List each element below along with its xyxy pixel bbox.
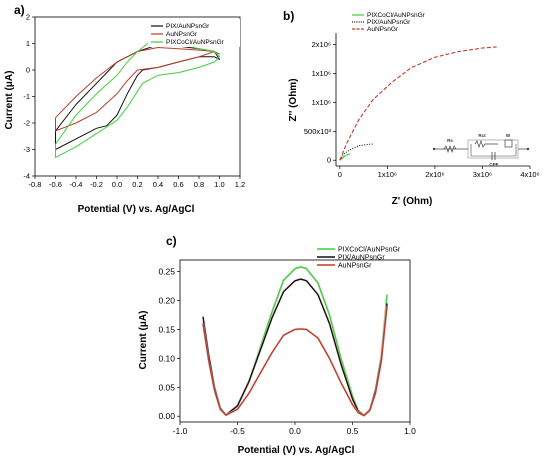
panel-a-legend-label-1: PIX/AuNPsnGr [166,23,210,30]
panel-b-legend-label-3: AuNPsnGr [367,26,399,33]
panel-b-y-axis-label: Z'' (Ohm) [288,78,299,121]
panel-a-y-tick-label: 1 [26,39,30,48]
panel-a-x-tick-label: 0.8 [194,180,204,189]
circuit-label-rs: Rs [447,138,453,143]
circuit-label-cpe: CPE [489,162,498,167]
circuit-label-rct: Rct [478,133,486,138]
panel-a-series-line-2 [55,47,220,132]
panel-b-y-tick-label: 1x10⁶ [312,98,331,107]
circuit-parallel-box [467,139,519,159]
panel-c-series-line-2 [202,278,388,417]
panel-a-legend-label-3: PIXCoCl/AuNPsnGr [166,39,225,46]
circuit-warburg-element [504,139,513,148]
panel-b-y-tick-label: 1x10⁶ [312,69,331,78]
panel-c-axes: -1.0 -0.5 0.0 0.5 1.0 0.00 0.05 0.10 0.15 0.20 0.2… [158,259,416,436]
panel-c-frame [179,259,411,423]
panel-c-y-axis-label: Current (μA) [138,311,149,370]
panel-b-series [339,46,497,161]
panel-b-legend-label-2: PIX/AuNPsnGr [367,19,411,26]
panel-b-x-tick-label: 0 [338,170,342,179]
panel-c-y-tick-label: 0.00 [158,411,175,421]
panel-b-x-tick-label: 2x10⁶ [425,170,444,179]
panel-b-x-axis-label: Z' (Ohm) [392,196,433,207]
panel-a-x-tick-label: 0.4 [153,180,163,189]
panel-a-x-tick-label: 1.2 [235,180,245,189]
panel-c-label: c) [166,234,177,248]
panel-c: c) Potential (V) vs. Ag/AgCl Current (μA… [138,234,416,456]
panel-c-x-tick-label: -0.5 [230,426,245,436]
panel-a-label: a) [14,3,25,17]
panel-a-series-line-1 [55,44,220,150]
circuit-rct-resistor [474,139,498,149]
panel-b-legend-label-1: PIXCoCl/AuNPsnGr [367,12,426,19]
panel-b-series-line-3 [339,46,497,161]
panel-c-y-tick-label: 0.20 [158,296,175,306]
panel-a-y-tick-label: 0 [26,66,30,75]
panel-b-series-line-1 [339,153,351,161]
panel-a-y-tick-label: -4 [23,172,30,181]
panel-a-x-tick-label: 0.6 [173,180,183,189]
panel-b-y-tick-label: 0 [327,156,331,165]
panel-a-y-axis-label: Current (μA) [4,71,15,130]
panel-c-y-tick-label: 0.10 [158,353,175,363]
panel-a-y-tick-label: 2 [26,13,30,22]
panel-b-y-tick-label: 500x10³ [304,127,332,136]
panel-c-series-line-3 [202,306,388,417]
panel-c-x-axis-label: Potential (V) vs. Ag/AgCl [238,445,355,456]
panel-b-label: b) [283,9,294,23]
panel-a-legend-box [148,19,240,47]
panel-c-x-tick-label: 0.5 [347,426,359,436]
panel-b-y-tick-label: 2x10⁶ [312,40,331,49]
panel-b-x-tick-label: 1x10⁶ [378,170,397,179]
panel-a-x-tick-label: -0.6 [49,180,62,189]
panel-c-series [201,265,389,417]
panel-a-x-tick-label: 0.0 [112,180,122,189]
panel-c-y-tick-label: 0.15 [158,324,175,334]
panel-c-y-tick-label: 0.05 [158,382,175,392]
panel-b: b) Z' (Ohm) Z'' (Ohm) 0 1x10⁶ 2x10⁶ 3x10⁶ 4x… [283,9,540,207]
panel-c-legend-label-3: AuNPsnGr [338,262,372,269]
panel-c-x-tick-label: 1.0 [404,426,416,436]
panel-c-legend-label-1: PIXCoCl/AuNPsnGr [338,246,401,253]
panel-c-legend-label-2: PIX/AuNPsnGr [338,254,385,261]
panel-a-x-tick-label: 1.0 [214,180,224,189]
circuit-rs-resistor [443,144,457,154]
panel-c-series-line-1 [202,266,388,416]
panel-a-x-tick-label: -0.2 [90,180,103,189]
panel-a: a) Potential (V) vs. Ag/AgCl Current (μA… [4,3,245,215]
panel-a-x-tick-label: 0.2 [132,180,142,189]
panel-c-series-halo-3 [201,306,389,417]
panel-a-series [55,40,220,158]
panel-a-x-axis-label: Potential (V) vs. Ag/AgCl [78,204,195,215]
panel-c-x-tick-label: -1.0 [173,426,188,436]
panel-a-axes: -0.8 -0.6 -0.4 -0.2 0.0 0.2 0.4 0.6 0.8 1.0 1.2 -4 -… [23,13,245,190]
circuit-node-right [526,147,530,151]
panel-b-series-line-2 [339,143,374,161]
panel-a-series-line-3 [55,40,220,158]
panel-b-x-tick-label: 4x10⁶ [520,170,539,179]
panel-c-y-tick-label: 0.25 [158,267,175,277]
panel-a-x-tick-label: -0.8 [29,180,42,189]
panel-a-y-tick-label: -3 [23,145,30,154]
panel-a-y-tick-label: -1 [23,92,30,101]
circuit-node-left [432,147,436,151]
panel-b-x-tick-label: 3x10⁶ [473,170,492,179]
equivalent-circuit-inset: Rs Rct W CPE [432,133,530,167]
panel-c-series-halo-2 [201,277,389,417]
panel-c-x-tick-label: 0.0 [289,426,301,436]
panel-a-x-tick-label: -0.4 [70,180,83,189]
panel-a-legend-label-2: AuNPsnGr [166,31,198,38]
circuit-label-w: W [506,133,511,138]
panel-c-series-halo-1 [201,265,389,417]
panel-a-y-tick-label: -2 [23,119,30,128]
panel-b-axes: 0 1x10⁶ 2x10⁶ 3x10⁶ 4x10⁶ 0 500x10³ 1x10⁶ 1x10⁶ 2… [304,33,540,179]
